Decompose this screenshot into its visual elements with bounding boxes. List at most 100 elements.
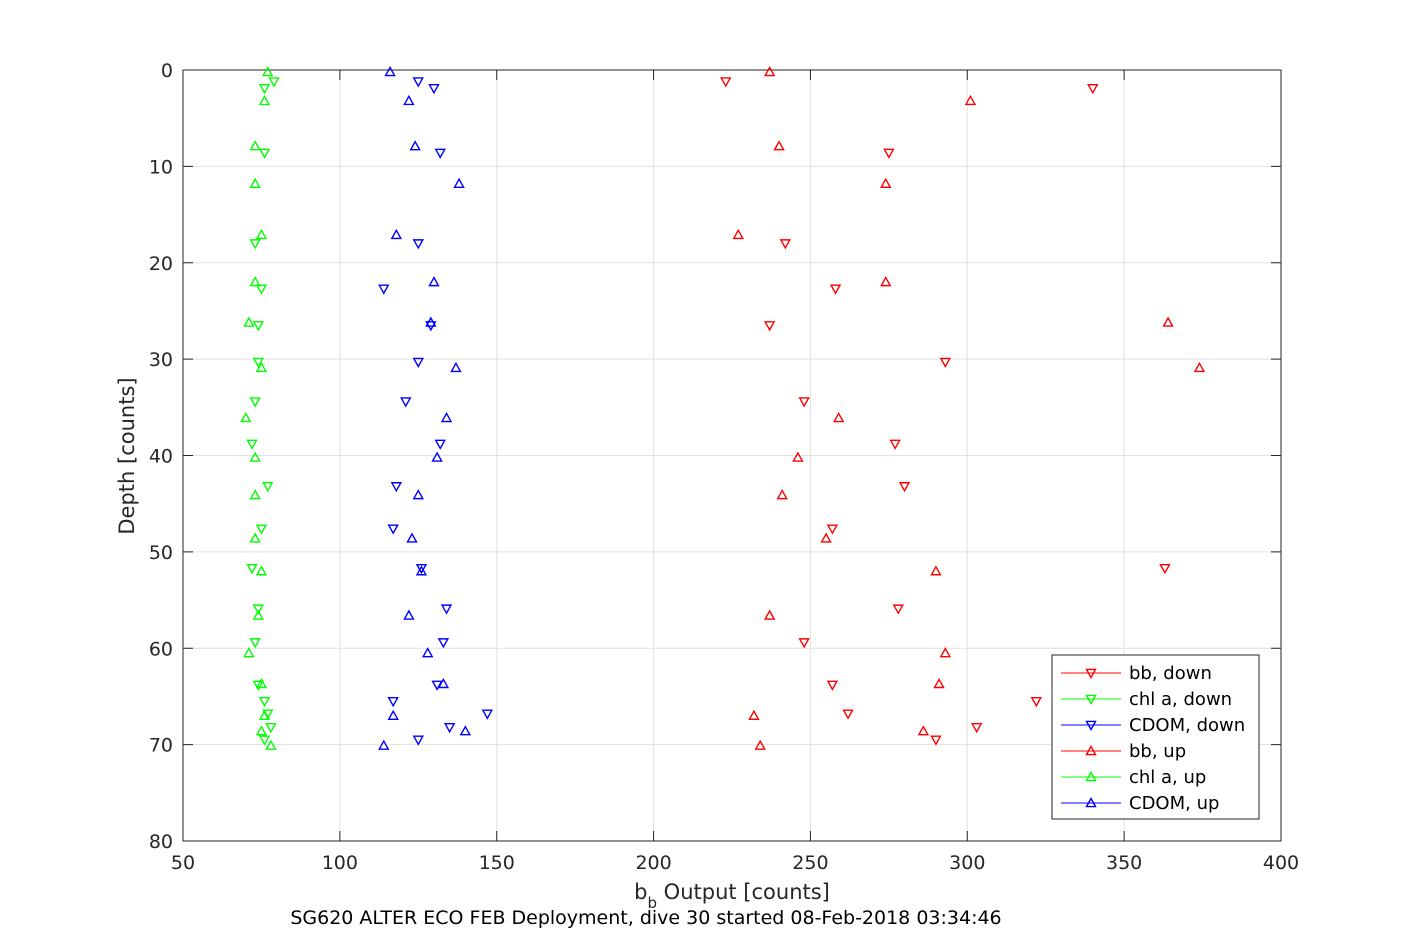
x-axis-label-subscript: b xyxy=(647,894,657,912)
data-point xyxy=(387,709,399,721)
series-2 xyxy=(378,77,493,746)
data-point xyxy=(268,77,280,88)
legend-entry: bb, down xyxy=(1061,663,1212,684)
data-point xyxy=(779,239,792,250)
data-point xyxy=(930,565,942,576)
data-point xyxy=(252,609,264,620)
data-point xyxy=(249,177,261,189)
legend-label: bb, down xyxy=(1129,663,1212,684)
legend-label: chl a, down xyxy=(1129,689,1232,710)
data-point xyxy=(453,177,465,189)
data-point xyxy=(763,65,776,77)
y-tick-label: 10 xyxy=(149,156,173,178)
legend: bb, down chl a, down CDOM, down bb, up chl a… xyxy=(1051,654,1260,820)
legend-label: CDOM, up xyxy=(1129,793,1219,814)
data-point xyxy=(415,563,428,575)
data-point xyxy=(378,739,390,750)
data-point xyxy=(971,722,983,734)
data-point xyxy=(412,357,424,368)
data-point xyxy=(428,276,440,287)
data-point xyxy=(246,563,258,575)
data-point xyxy=(917,725,930,736)
data-point xyxy=(450,361,462,373)
data-point xyxy=(431,451,443,462)
data-point xyxy=(415,565,428,576)
x-axis-label-rest: Output [counts] xyxy=(657,880,830,904)
data-point xyxy=(400,397,412,408)
tick-layer: 50 100 150 200 250 300 350 400 0 10 20 30 40 50 60 70 80 xyxy=(149,60,1299,874)
data-point xyxy=(390,482,403,493)
y-tick-label: 50 xyxy=(149,542,173,564)
legend-label: chl a, up xyxy=(1129,767,1206,788)
x-tick-label: 150 xyxy=(479,852,515,874)
x-axis-label-main: b xyxy=(634,880,647,904)
data-point xyxy=(387,696,399,708)
y-tick-label: 40 xyxy=(149,446,173,468)
data-point xyxy=(249,638,261,649)
data-point xyxy=(826,524,839,535)
data-point xyxy=(255,524,268,535)
data-point xyxy=(265,722,277,734)
data-point xyxy=(403,609,415,620)
data-point xyxy=(939,357,952,368)
data-point xyxy=(428,84,440,95)
data-point xyxy=(880,276,892,287)
data-point xyxy=(252,604,264,615)
series-5 xyxy=(378,65,472,750)
data-point xyxy=(1193,361,1206,373)
data-point xyxy=(249,397,261,408)
legend-entry: CDOM, down xyxy=(1061,715,1245,736)
data-point xyxy=(249,451,261,462)
x-tick-label: 400 xyxy=(1263,852,1299,874)
legend-marker xyxy=(1085,668,1097,679)
data-point xyxy=(243,647,255,658)
data-point xyxy=(412,489,424,500)
data-point xyxy=(390,228,403,240)
data-point xyxy=(258,94,271,106)
data-point xyxy=(939,647,952,658)
data-point xyxy=(1030,696,1042,708)
data-point xyxy=(829,284,842,295)
data-point xyxy=(792,451,804,462)
x-tick-label: 350 xyxy=(1106,852,1142,874)
data-point xyxy=(249,532,261,543)
data-point xyxy=(258,735,271,746)
y-axis-label: Depth [counts] xyxy=(115,377,139,534)
data-point xyxy=(422,647,434,658)
data-point xyxy=(378,284,390,295)
data-point xyxy=(798,397,810,408)
data-point xyxy=(440,411,453,423)
y-tick-label: 20 xyxy=(149,253,173,275)
data-point xyxy=(255,361,268,373)
data-point xyxy=(249,140,261,151)
data-point xyxy=(258,696,271,708)
data-point xyxy=(832,411,845,423)
x-tick-label: 300 xyxy=(949,852,985,874)
data-point xyxy=(425,316,437,327)
data-point xyxy=(409,140,421,151)
data-point xyxy=(243,316,255,327)
series-3 xyxy=(732,65,1206,750)
data-point xyxy=(930,735,942,746)
x-tick-label: 50 xyxy=(171,852,195,874)
data-point xyxy=(252,357,264,368)
data-point xyxy=(412,239,424,250)
data-point xyxy=(481,709,493,720)
data-point xyxy=(443,722,456,734)
data-point xyxy=(763,321,776,332)
data-point xyxy=(412,735,424,746)
data-point xyxy=(826,680,839,691)
data-point xyxy=(748,709,760,721)
y-tick-label: 60 xyxy=(149,638,173,660)
data-point xyxy=(258,148,271,159)
data-point xyxy=(255,228,268,240)
data-point xyxy=(892,604,904,615)
legend-marker xyxy=(1085,771,1097,782)
data-point xyxy=(265,739,277,750)
data-point xyxy=(820,532,832,543)
data-point xyxy=(437,677,450,689)
data-point xyxy=(262,482,274,493)
y-tick-label: 70 xyxy=(149,735,173,757)
data-point xyxy=(883,148,895,159)
data-point xyxy=(434,148,446,159)
